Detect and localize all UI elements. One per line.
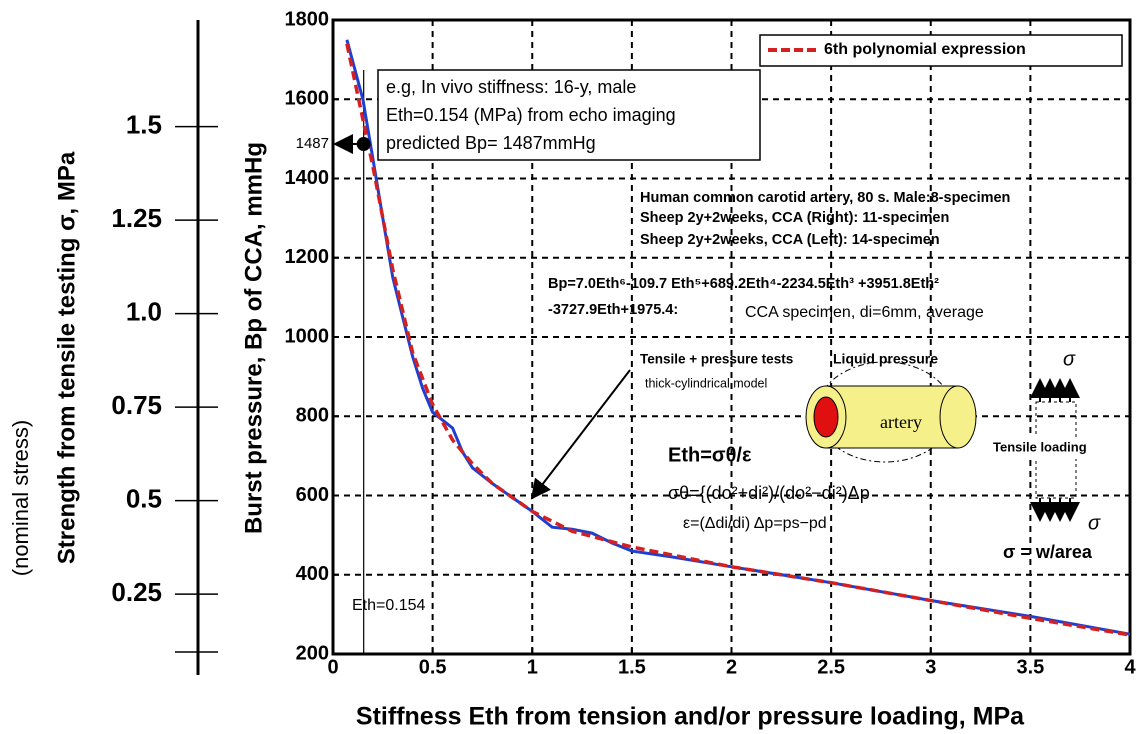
y2-axis-note: (nominal stress) bbox=[8, 420, 33, 576]
y2-tick-label: 1.5 bbox=[126, 109, 162, 139]
artery-end bbox=[939, 385, 977, 449]
y-axis-title: Burst pressure, Bp of CCA, mmHg bbox=[240, 142, 267, 534]
y-tick-label: 1000 bbox=[285, 325, 330, 347]
x-axis-title: Stiffness Eth from tension and/or pressu… bbox=[356, 703, 1025, 731]
y2-tick-label: 1.25 bbox=[111, 203, 162, 233]
annotation: Tensile + pressure tests bbox=[640, 352, 793, 367]
annotation: Human common carotid artery, 80 s. Male:… bbox=[640, 190, 1010, 206]
annotation-box bbox=[377, 69, 761, 161]
annotation: Liquid pressure bbox=[833, 351, 938, 367]
y2-tick-label: 0.75 bbox=[111, 390, 162, 420]
label-bg bbox=[990, 437, 1114, 459]
highlight-x-label: Eth=0.154 bbox=[352, 597, 426, 614]
x-tick-label: 0.5 bbox=[419, 656, 447, 678]
x-tick-label: 2.5 bbox=[817, 656, 845, 678]
y-tick-label: 1800 bbox=[285, 8, 330, 30]
x-tick-label: 1 bbox=[527, 656, 538, 678]
x-tick-label: 0 bbox=[327, 656, 338, 678]
highlight-y-label: 1487 bbox=[296, 135, 329, 152]
annotation: σ = w/area bbox=[1003, 542, 1093, 562]
pointer-arrow bbox=[530, 369, 631, 500]
annotation: Sheep 2y+2weeks, CCA (Right): 11-specime… bbox=[640, 210, 949, 226]
annotation: Sheep 2y+2weeks, CCA (Left): 14-specimen bbox=[640, 232, 940, 248]
annotation: Eth=σθ/ε bbox=[668, 444, 752, 466]
y-tick-label: 1200 bbox=[285, 246, 330, 268]
annotation: artery bbox=[880, 412, 922, 432]
annotation: Tensile loading bbox=[993, 439, 1087, 454]
y-tick-label: 400 bbox=[296, 563, 329, 585]
annotation: -3727.9Eth+1975.4: bbox=[548, 302, 678, 318]
x-tick-label: 2 bbox=[726, 656, 737, 678]
y2-axis-title: Strength from tensile testing σ, MPa bbox=[53, 151, 80, 564]
highlight-point bbox=[356, 137, 371, 152]
annotation: e.g, In vivo stiffness: 16-y, male bbox=[386, 77, 636, 97]
y2-tick-label: 0.25 bbox=[111, 577, 162, 607]
annotation: Eth=0.154 (MPa) from echo imaging bbox=[386, 105, 676, 125]
annotation: σ bbox=[1088, 512, 1101, 534]
y-tick-label: 1600 bbox=[285, 88, 330, 110]
legend-label: 6th polynomial expression bbox=[824, 41, 1026, 58]
annotation: σθ={(do²+di²)/(do²−di²)Δp bbox=[668, 483, 870, 503]
annotation: CCA specimen, di=6mm, average bbox=[745, 304, 984, 321]
y-tick-label: 600 bbox=[296, 484, 329, 506]
x-tick-label: 3.5 bbox=[1016, 656, 1044, 678]
legend-box bbox=[759, 34, 1123, 67]
artery-body bbox=[825, 385, 959, 449]
annotation: σ bbox=[1063, 348, 1076, 370]
x-tick-label: 4 bbox=[1124, 656, 1136, 678]
x-tick-label: 3 bbox=[925, 656, 936, 678]
annotation: ε=(Δdi/di) Δp=ps−pd bbox=[683, 515, 827, 532]
annotation: thick-cylindrical model bbox=[645, 376, 767, 390]
y2-tick-label: 1.0 bbox=[126, 296, 162, 326]
y-tick-label: 200 bbox=[296, 642, 329, 664]
y2-tick-label: 0.5 bbox=[126, 484, 162, 514]
annotation: Bp=7.0Eth⁶-109.7 Eth⁵+689.2Eth⁴-2234.5Et… bbox=[548, 276, 939, 292]
y-tick-label: 1400 bbox=[285, 167, 330, 189]
y-tick-label: 800 bbox=[296, 405, 329, 427]
annotation: predicted Bp= 1487mmHg bbox=[386, 133, 596, 153]
x-tick-label: 1.5 bbox=[618, 656, 646, 678]
highlight-label-bg bbox=[281, 133, 331, 156]
artery-lumen bbox=[813, 396, 839, 438]
data-line bbox=[345, 43, 1131, 637]
plot-frame bbox=[331, 18, 1132, 656]
load-arrows bbox=[1030, 378, 1080, 522]
